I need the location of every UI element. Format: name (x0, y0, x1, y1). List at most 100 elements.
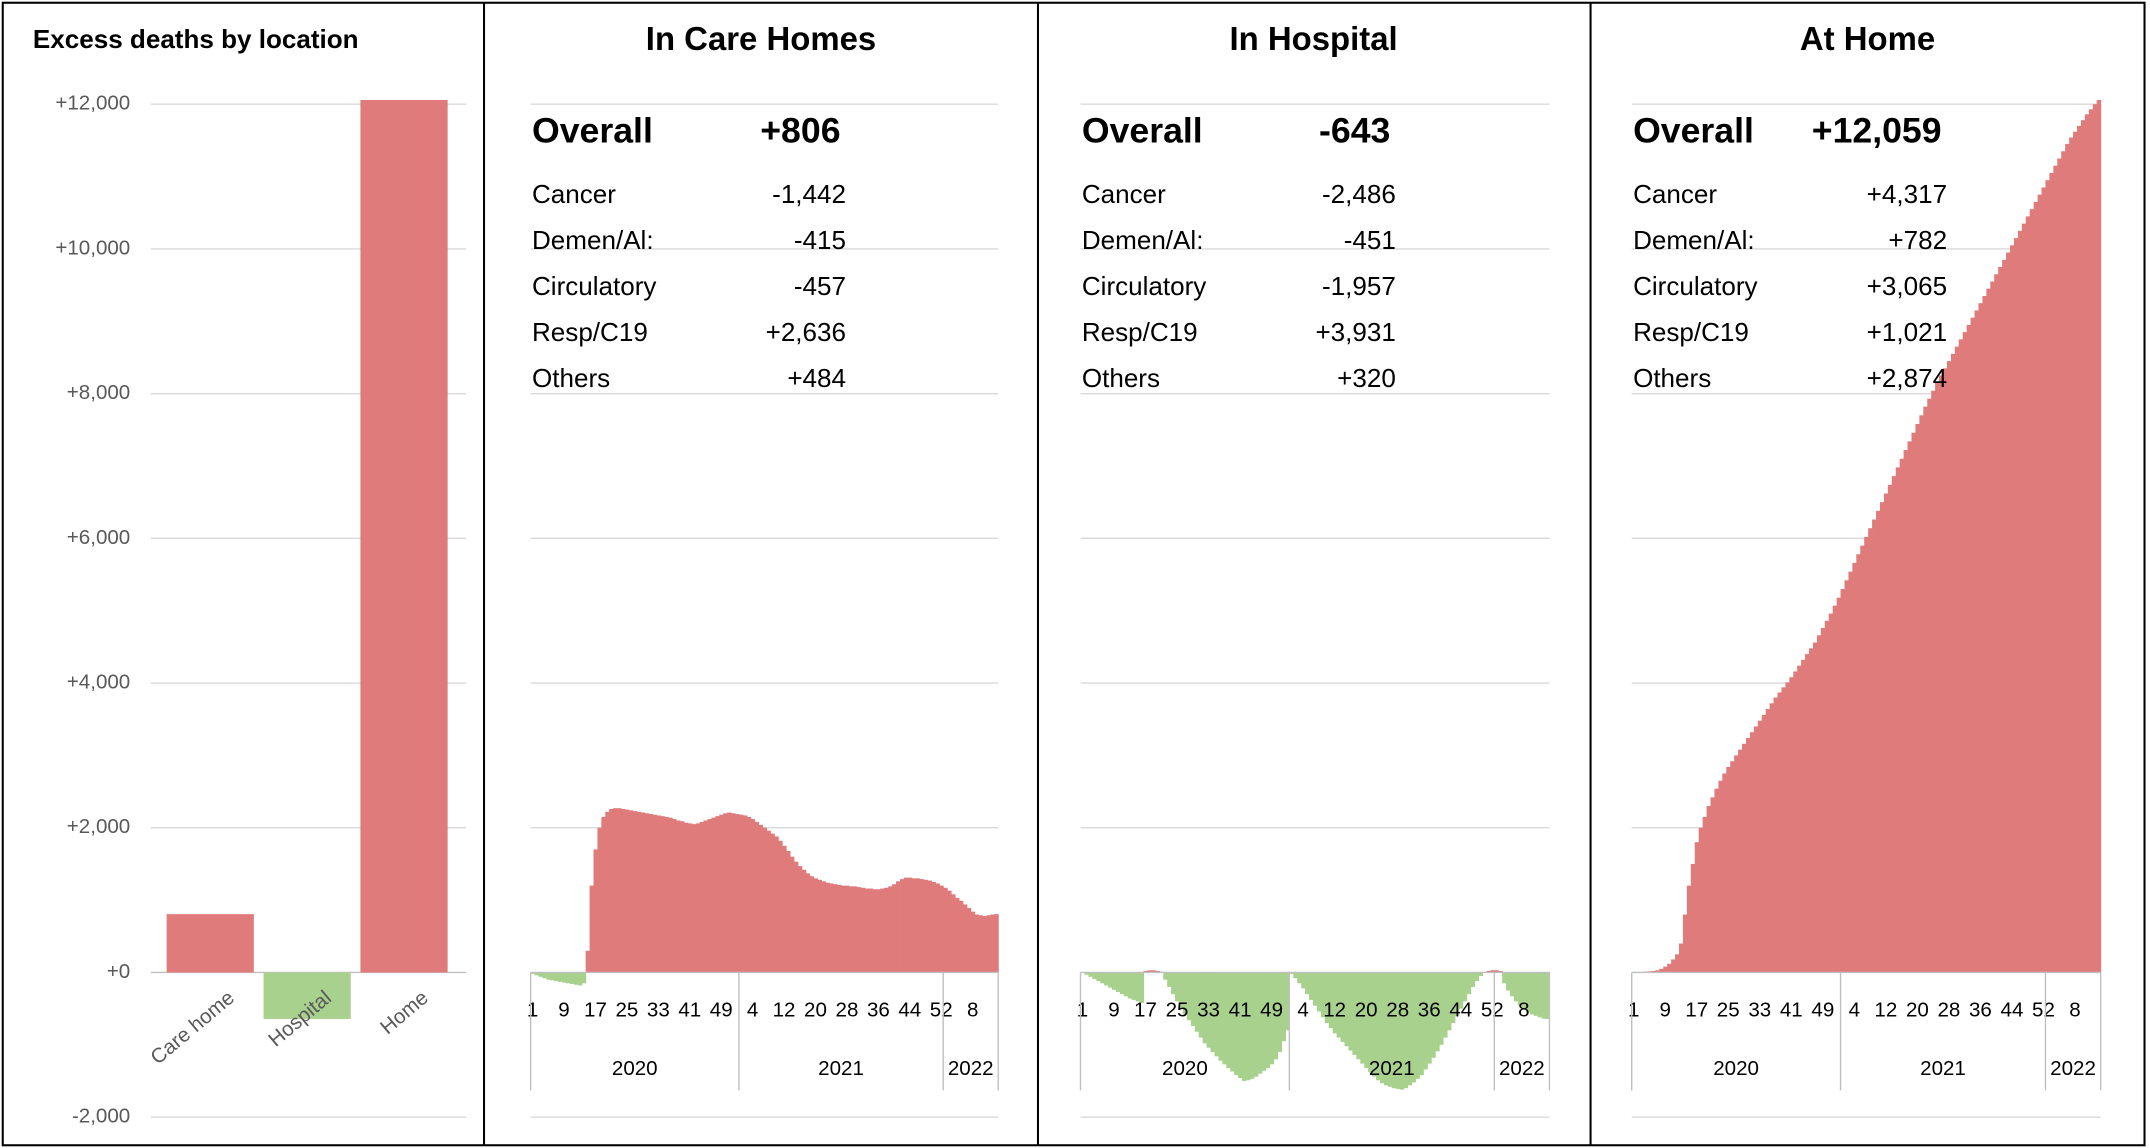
chart-title: In Care Homes (646, 20, 876, 57)
area-step (1844, 580, 1849, 973)
area-step (1356, 972, 1361, 1060)
area-step (1383, 972, 1389, 1086)
area-step (1210, 972, 1216, 1053)
x-tick-label: 9 (558, 998, 569, 1021)
area-step (1714, 788, 1719, 973)
area-step (734, 813, 740, 973)
area-step (1309, 972, 1314, 1000)
area-step (1513, 972, 1519, 1002)
overall-value: +12,059 (1812, 110, 1942, 150)
area-step (758, 824, 764, 973)
area-step (1690, 863, 1696, 973)
stat-label: Cancer (1633, 179, 1717, 209)
stat-value: -1,442 (772, 179, 846, 209)
y-tick-label: +2,000 (67, 815, 130, 838)
area-step (1698, 827, 1704, 973)
area-step (1753, 726, 1759, 973)
area-step (1439, 972, 1444, 1045)
area-step (1269, 972, 1275, 1065)
area-step (2069, 137, 2074, 973)
area-step (1104, 972, 1109, 986)
area-step (1836, 597, 1842, 973)
area-step (1793, 671, 1798, 973)
area-step (593, 849, 598, 973)
area-step (1147, 970, 1152, 973)
area-step (1316, 972, 1322, 1012)
area-step (974, 914, 980, 973)
area-step (1399, 972, 1405, 1090)
area-step (1336, 972, 1342, 1038)
area-step (809, 876, 815, 973)
year-label: 2020 (1713, 1057, 1759, 1080)
area-step (1458, 972, 1464, 1009)
area-step (1257, 972, 1263, 1074)
area-step (766, 830, 771, 973)
area-step (947, 890, 952, 973)
stat-value: +1,021 (1867, 317, 1947, 347)
area-step (1379, 972, 1385, 1084)
area-step (1249, 972, 1255, 1079)
stat-value: -451 (1344, 225, 1396, 255)
area-step (943, 887, 948, 973)
area-step (970, 911, 976, 973)
stat-label: Others (1633, 363, 1711, 393)
area-step (2076, 125, 2082, 973)
area-step (2033, 201, 2039, 973)
area-step (778, 840, 783, 973)
area-step (1131, 972, 1137, 1000)
area-step (1860, 545, 1865, 973)
bar (263, 972, 351, 1019)
y-tick-label: +4,000 (67, 670, 130, 693)
stat-value: -457 (794, 271, 846, 301)
x-tick-label: 52 (930, 998, 953, 1021)
area-step (1781, 687, 1786, 973)
area-step (1265, 972, 1271, 1068)
stat-label: Demen/Al: (532, 225, 654, 255)
area-step (1143, 970, 1149, 973)
area-step (864, 888, 870, 973)
area-step (1190, 972, 1196, 1026)
area-step (899, 879, 905, 973)
x-tick-label: 17 (584, 998, 607, 1021)
area-step (731, 813, 736, 973)
area-step (687, 823, 693, 973)
area-step (1907, 441, 1913, 973)
area-step (841, 885, 846, 973)
area-step (1749, 732, 1755, 973)
area-step (829, 883, 834, 973)
area-step (640, 812, 646, 973)
x-tick-label: 4 (1297, 998, 1308, 1021)
area-step (1301, 972, 1306, 989)
area-step (2092, 104, 2098, 973)
area-step (542, 972, 547, 979)
area-step (1312, 972, 1318, 1006)
area-step (1171, 972, 1176, 995)
area-step (825, 882, 830, 973)
x-tick-label: 33 (647, 998, 670, 1021)
area-step (683, 822, 689, 973)
area-step (1226, 972, 1231, 1068)
area-step (1950, 353, 1956, 973)
area-step (2096, 99, 2102, 973)
area-step (1127, 972, 1133, 999)
area-step (1454, 972, 1460, 1016)
area-step (1655, 970, 1660, 973)
x-tick-label: 49 (1811, 998, 1834, 1021)
area-step (1494, 970, 1499, 973)
area-step (562, 972, 567, 983)
x-tick-label: 4 (747, 998, 758, 1021)
area-step (1879, 502, 1885, 973)
chart-title: Excess deaths by location (33, 24, 359, 54)
overall-label: Overall (1082, 110, 1203, 150)
area-step (1521, 972, 1527, 1010)
area-step (1293, 972, 1298, 979)
stat-label: Others (532, 363, 610, 393)
area-step (1297, 972, 1302, 984)
area-step (1757, 720, 1763, 973)
area-step (1899, 458, 1905, 973)
area-step (990, 914, 995, 973)
year-label: 2020 (1162, 1057, 1208, 1080)
overall-label: Overall (1633, 110, 1754, 150)
area-step (1868, 528, 1873, 973)
area-step (1368, 972, 1373, 1073)
